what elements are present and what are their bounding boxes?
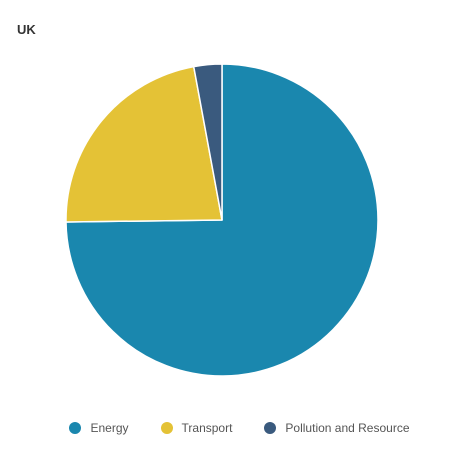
- legend-marker-energy: [69, 422, 82, 434]
- legend-label-transport: Transport: [181, 421, 233, 435]
- pie-slice-transport[interactable]: [65, 65, 223, 223]
- legend-label-energy: Energy: [90, 421, 129, 435]
- legend-item-energy[interactable]: Energy: [59, 421, 129, 435]
- pie-slice-pollution-and-resource[interactable]: [192, 63, 223, 221]
- chart-title: UK: [17, 22, 36, 37]
- legend-label-pollution-and-resource: Pollution and Resource: [285, 421, 410, 435]
- legend-marker-transport: [160, 422, 173, 434]
- chart-legend: Energy Transport Pollution and Resource: [0, 417, 469, 439]
- legend-item-pollution-and-resource[interactable]: Pollution and Resource: [254, 421, 410, 435]
- legend-item-transport[interactable]: Transport: [151, 421, 233, 435]
- pie-slice-energy[interactable]: [65, 63, 379, 377]
- legend-marker-pollution-and-resource: [264, 422, 277, 434]
